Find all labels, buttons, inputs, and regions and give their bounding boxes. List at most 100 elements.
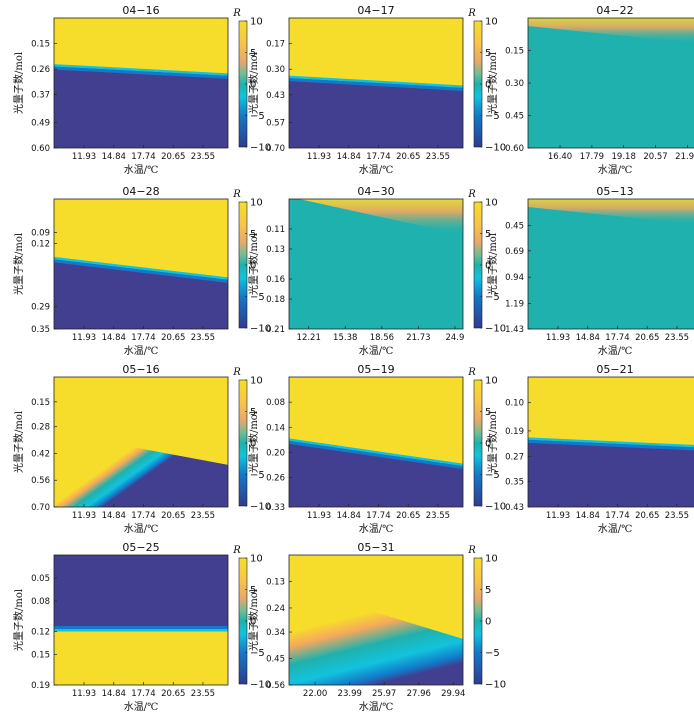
plot-frame bbox=[288, 376, 464, 508]
lower-region bbox=[289, 439, 463, 507]
colorbar-tick-label: −10 bbox=[250, 680, 271, 691]
y-tick-label: 0.09 bbox=[31, 228, 50, 238]
x-tick-label: 17.74 bbox=[605, 333, 629, 343]
colorbar-tick-label: −5 bbox=[250, 470, 265, 481]
colorbar-label: R bbox=[232, 189, 241, 200]
x-tick-label: 20.65 bbox=[635, 511, 659, 521]
colorbar-tick-label: −5 bbox=[250, 111, 265, 122]
y-tick-label: 0.60 bbox=[31, 144, 50, 154]
x-tick-label: 16.40 bbox=[548, 152, 572, 162]
colorbar-tick-label: −10 bbox=[485, 324, 506, 335]
y-tick-label: 0.15 bbox=[31, 398, 50, 408]
x-tick-label: 23.55 bbox=[191, 333, 215, 343]
y-axis-label: 光量子数/mol bbox=[12, 52, 25, 114]
y-tick-label: 0.27 bbox=[505, 452, 524, 462]
colorbar-tick-label: 10 bbox=[485, 554, 498, 565]
x-tick-label: 23.99 bbox=[338, 689, 362, 699]
y-axis-label: 光量子数/mol bbox=[247, 589, 260, 651]
x-tick-label: 24.9 bbox=[445, 333, 464, 343]
heatmap-field bbox=[54, 199, 228, 329]
y-tick-label: 0.10 bbox=[505, 398, 524, 408]
colorbar-tick-label: 0 bbox=[485, 439, 491, 450]
y-tick-label: 0.26 bbox=[266, 474, 285, 484]
y-tick-label: 0.94 bbox=[505, 273, 524, 283]
y-tick-label: 0.30 bbox=[505, 79, 524, 89]
panel-title: 05−25 bbox=[122, 541, 159, 554]
colorbar-label: R bbox=[232, 367, 241, 378]
transition-gradient bbox=[54, 432, 228, 507]
panel-title: 05−31 bbox=[357, 541, 394, 554]
x-tick-label: 11.93 bbox=[307, 511, 331, 521]
y-tick-label: 0.45 bbox=[505, 221, 524, 231]
plot-frame bbox=[288, 198, 464, 330]
y-tick-label: 0.17 bbox=[266, 40, 285, 50]
y-tick-label: 0.69 bbox=[505, 247, 524, 257]
x-tick-label: 11.93 bbox=[72, 689, 96, 699]
x-axis-label: 水温/℃ bbox=[598, 164, 633, 176]
colorbar-tick-label: −10 bbox=[485, 502, 506, 513]
transition-band bbox=[54, 64, 228, 76]
colorbar-tick-label: −10 bbox=[485, 680, 506, 691]
heatmap-panel: 05−16 11.93 14.84 17.74 20.65 23.55 0.15 0.28 0.… bbox=[12, 363, 271, 535]
colorbar-tick-label: 5 bbox=[250, 407, 256, 418]
y-axis-label: 光量子数/mol bbox=[247, 52, 260, 114]
heatmap-panel: 04−28 11.93 14.84 17.74 20.65 23.55 0.09 0.12 0.… bbox=[12, 185, 271, 357]
x-axis-label: 水温/℃ bbox=[359, 164, 394, 176]
y-axis-label: 光量子数/mol bbox=[247, 233, 260, 295]
y-tick-label: 0.15 bbox=[505, 47, 524, 57]
colorbar-tick-label: 10 bbox=[250, 554, 263, 565]
heatmap-panel: 05−19 11.93 14.84 17.74 20.65 23.55 0.08 0.14 0.… bbox=[247, 363, 506, 535]
gradient-band bbox=[299, 199, 463, 235]
transition-band bbox=[289, 440, 463, 470]
colorbar-label: R bbox=[467, 8, 476, 19]
plot-frame bbox=[288, 17, 464, 149]
y-tick-label: 0.70 bbox=[31, 503, 50, 513]
x-tick-label: 17.79 bbox=[580, 152, 604, 162]
y-tick-label: 0.20 bbox=[266, 448, 285, 458]
colorbar-tick-label: 10 bbox=[250, 17, 263, 28]
x-tick-label: 14.84 bbox=[102, 689, 126, 699]
colorbar-tick-label: −5 bbox=[485, 292, 500, 303]
colorbar-tick-label: −10 bbox=[250, 502, 271, 513]
x-tick-label: 17.74 bbox=[605, 511, 629, 521]
colorbar-tick-label: −5 bbox=[485, 470, 500, 481]
plot-frame bbox=[527, 198, 694, 330]
colorbar-tick-label: −5 bbox=[250, 648, 265, 659]
panel-title: 05−19 bbox=[357, 363, 394, 376]
y-tick-label: 0.56 bbox=[31, 476, 50, 486]
y-axis-label: 光量子数/mol bbox=[12, 589, 25, 651]
y-tick-label: 0.19 bbox=[31, 681, 50, 691]
x-tick-label: 21.96 bbox=[675, 152, 694, 162]
transition-band bbox=[289, 78, 463, 91]
y-tick-label: 0.37 bbox=[31, 91, 50, 101]
colorbar-label: R bbox=[232, 8, 241, 19]
lower-region bbox=[54, 65, 228, 148]
colorbar-tick-label: 0 bbox=[485, 80, 491, 91]
y-axis-label: 光量子数/mol bbox=[486, 233, 499, 295]
panel-title: 05−16 bbox=[122, 363, 159, 376]
colorbar-tick-label: 5 bbox=[250, 229, 256, 240]
heatmap-panel: 05−21 11.93 14.84 17.74 20.65 23.55 0.10 0.19 0.… bbox=[486, 363, 694, 535]
x-tick-label: 17.74 bbox=[131, 511, 155, 521]
x-tick-label: 11.93 bbox=[546, 511, 570, 521]
y-tick-label: 0.13 bbox=[266, 245, 285, 255]
colorbar-tick-label: 10 bbox=[485, 17, 498, 28]
x-axis-label: 水温/℃ bbox=[359, 523, 394, 535]
y-tick-label: 0.05 bbox=[31, 574, 50, 584]
colorbar-tick-label: 5 bbox=[250, 585, 256, 596]
x-tick-label: 14.84 bbox=[102, 152, 126, 162]
x-tick-label: 23.55 bbox=[191, 689, 215, 699]
x-tick-label: 23.55 bbox=[426, 152, 450, 162]
y-tick-label: 0.15 bbox=[31, 40, 50, 50]
plot-frame bbox=[527, 376, 694, 508]
y-tick-label: 0.60 bbox=[505, 144, 524, 154]
x-tick-label: 20.65 bbox=[161, 152, 185, 162]
colorbar-tick-label: −10 bbox=[250, 143, 271, 154]
x-tick-label: 23.55 bbox=[191, 511, 215, 521]
plot-frame bbox=[53, 198, 229, 330]
heatmap-field bbox=[528, 199, 694, 329]
x-tick-label: 14.84 bbox=[576, 333, 600, 343]
x-tick-label: 11.93 bbox=[72, 333, 96, 343]
plot-frame bbox=[53, 17, 229, 149]
y-tick-label: 0.21 bbox=[266, 325, 285, 335]
